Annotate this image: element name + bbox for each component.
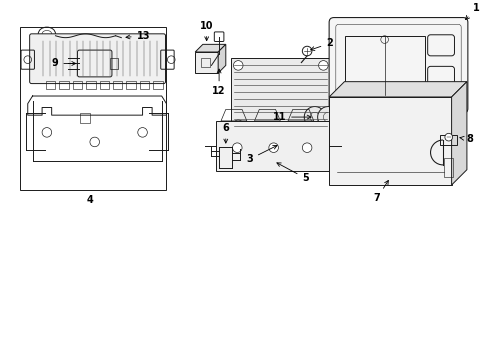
Text: 4: 4 bbox=[87, 194, 93, 204]
Circle shape bbox=[269, 143, 278, 153]
Text: 13: 13 bbox=[126, 31, 150, 41]
Bar bbox=[390, 109, 401, 125]
Bar bbox=[343, 109, 355, 125]
Bar bbox=[73, 81, 82, 89]
Bar bbox=[80, 113, 90, 123]
Text: 10: 10 bbox=[200, 21, 214, 41]
Text: 6: 6 bbox=[222, 123, 229, 143]
Circle shape bbox=[233, 60, 243, 70]
Bar bbox=[451, 109, 462, 125]
Circle shape bbox=[302, 143, 312, 153]
Bar bbox=[216, 121, 329, 171]
Text: 8: 8 bbox=[460, 134, 473, 144]
Bar bbox=[46, 81, 55, 89]
Bar bbox=[444, 158, 453, 177]
Circle shape bbox=[445, 133, 453, 141]
Bar bbox=[420, 109, 432, 125]
Bar bbox=[231, 58, 331, 132]
Bar bbox=[195, 52, 218, 73]
Text: 1: 1 bbox=[466, 3, 479, 19]
Text: 3: 3 bbox=[246, 145, 277, 164]
Polygon shape bbox=[218, 44, 226, 73]
Bar bbox=[126, 81, 136, 89]
Bar bbox=[110, 58, 118, 69]
Circle shape bbox=[233, 120, 243, 130]
Text: 7: 7 bbox=[373, 180, 389, 203]
Bar bbox=[153, 81, 163, 89]
Circle shape bbox=[318, 120, 328, 130]
Bar bbox=[140, 81, 149, 89]
Bar bbox=[345, 36, 425, 95]
Bar bbox=[336, 105, 460, 130]
Bar bbox=[59, 81, 69, 89]
Bar bbox=[440, 135, 457, 145]
FancyBboxPatch shape bbox=[329, 18, 468, 113]
FancyBboxPatch shape bbox=[77, 50, 112, 77]
Bar bbox=[329, 97, 452, 185]
Bar bbox=[119, 35, 126, 41]
Bar bbox=[99, 81, 109, 89]
FancyBboxPatch shape bbox=[30, 34, 166, 84]
Bar bbox=[435, 109, 447, 125]
Circle shape bbox=[304, 107, 325, 127]
Circle shape bbox=[232, 143, 242, 153]
Text: 5: 5 bbox=[277, 163, 309, 183]
Bar bbox=[250, 131, 312, 148]
Text: 12: 12 bbox=[212, 69, 226, 96]
Bar bbox=[86, 81, 96, 89]
Circle shape bbox=[318, 60, 328, 70]
Polygon shape bbox=[195, 44, 226, 52]
Bar bbox=[20, 27, 166, 190]
Bar bbox=[201, 58, 211, 67]
Text: 2: 2 bbox=[311, 39, 333, 50]
Bar bbox=[359, 109, 370, 125]
Text: 11: 11 bbox=[272, 112, 311, 122]
Text: 9: 9 bbox=[51, 58, 75, 68]
Polygon shape bbox=[329, 82, 467, 97]
Bar bbox=[405, 109, 416, 125]
Bar bbox=[374, 109, 386, 125]
Circle shape bbox=[302, 46, 312, 56]
Bar bbox=[113, 81, 122, 89]
Polygon shape bbox=[452, 82, 467, 185]
Circle shape bbox=[318, 107, 339, 127]
